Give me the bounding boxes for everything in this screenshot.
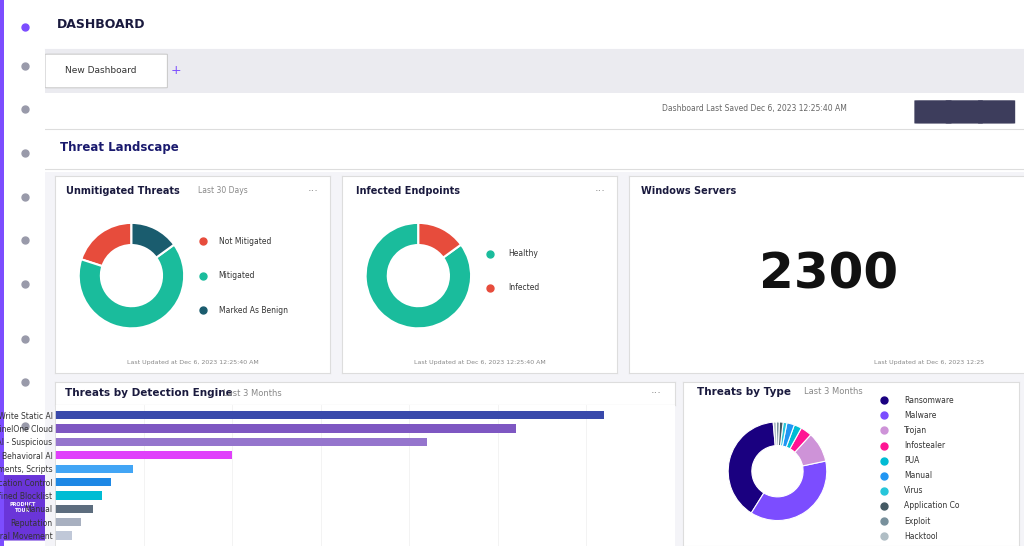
Bar xyxy=(55,424,515,433)
Text: Virus: Virus xyxy=(904,486,924,495)
FancyBboxPatch shape xyxy=(978,100,1015,123)
Text: Malware: Malware xyxy=(904,411,936,420)
Bar xyxy=(55,465,133,473)
Bar xyxy=(55,478,111,486)
Text: Threats by Detection Engine: Threats by Detection Engine xyxy=(65,388,232,398)
Text: Not Mitigated: Not Mitigated xyxy=(218,236,271,246)
Bar xyxy=(55,451,232,459)
Text: Infected: Infected xyxy=(508,283,540,292)
Wedge shape xyxy=(782,423,795,447)
Text: Last Updated at Dec 6, 2023 12:25: Last Updated at Dec 6, 2023 12:25 xyxy=(873,360,984,365)
Text: Threat Landscape: Threat Landscape xyxy=(59,141,178,154)
Text: ···: ··· xyxy=(595,186,606,196)
Text: Infected Endpoints: Infected Endpoints xyxy=(356,186,460,196)
Text: Dashboard Last Saved Dec 6, 2023 12:25:40 AM: Dashboard Last Saved Dec 6, 2023 12:25:4… xyxy=(662,104,847,112)
FancyBboxPatch shape xyxy=(914,100,951,123)
Text: Application Co: Application Co xyxy=(904,501,959,511)
Wedge shape xyxy=(419,223,461,258)
Bar xyxy=(55,531,72,539)
Text: +: + xyxy=(170,64,181,78)
Text: Marked As Benign: Marked As Benign xyxy=(218,306,288,314)
FancyBboxPatch shape xyxy=(0,475,45,541)
FancyBboxPatch shape xyxy=(946,100,983,123)
Wedge shape xyxy=(790,428,811,452)
Wedge shape xyxy=(786,425,802,449)
Text: PRODUCT
TOUR: PRODUCT TOUR xyxy=(9,502,36,513)
Bar xyxy=(55,505,93,513)
Text: PUA: PUA xyxy=(904,456,920,465)
Text: Ransomware: Ransomware xyxy=(904,396,953,405)
Wedge shape xyxy=(776,422,779,446)
Text: ···: ··· xyxy=(651,388,662,398)
Text: Windows Servers: Windows Servers xyxy=(641,186,736,196)
Text: Last 30 Days: Last 30 Days xyxy=(198,186,248,195)
FancyBboxPatch shape xyxy=(45,54,167,88)
Text: 2300: 2300 xyxy=(760,251,899,299)
Bar xyxy=(0,0,4,546)
Text: Last Updated at Dec 6, 2023 12:25:40 AM: Last Updated at Dec 6, 2023 12:25:40 AM xyxy=(127,360,258,365)
Wedge shape xyxy=(778,422,783,446)
Text: DASHBOARD: DASHBOARD xyxy=(56,18,145,31)
Wedge shape xyxy=(795,435,825,466)
Wedge shape xyxy=(780,422,786,446)
Wedge shape xyxy=(752,461,826,520)
Text: Trojan: Trojan xyxy=(904,426,927,435)
Bar xyxy=(55,411,604,419)
Bar xyxy=(55,518,81,526)
Text: Infostealer: Infostealer xyxy=(904,441,945,450)
Wedge shape xyxy=(79,245,184,328)
Text: Last Updated at Dec 6, 2023 12:25:40 AM: Last Updated at Dec 6, 2023 12:25:40 AM xyxy=(414,360,546,365)
Text: Unmitigated Threats: Unmitigated Threats xyxy=(67,186,180,196)
Text: Manual: Manual xyxy=(904,471,932,480)
Bar xyxy=(55,438,427,446)
Text: Mitigated: Mitigated xyxy=(218,271,255,280)
Wedge shape xyxy=(773,422,777,446)
Text: New Dashboard: New Dashboard xyxy=(65,67,136,75)
Text: Exploit: Exploit xyxy=(904,517,930,526)
Wedge shape xyxy=(81,223,131,266)
Text: Hacktool: Hacktool xyxy=(904,532,938,541)
Text: Last 3 Months: Last 3 Months xyxy=(222,389,282,397)
Text: Healthy: Healthy xyxy=(508,250,538,258)
Text: ···: ··· xyxy=(308,186,318,196)
Bar xyxy=(55,491,101,500)
Wedge shape xyxy=(131,223,174,258)
Wedge shape xyxy=(728,422,775,513)
Wedge shape xyxy=(366,223,471,328)
Text: Threats by Type: Threats by Type xyxy=(696,387,791,396)
Text: Last 3 Months: Last 3 Months xyxy=(804,387,862,396)
